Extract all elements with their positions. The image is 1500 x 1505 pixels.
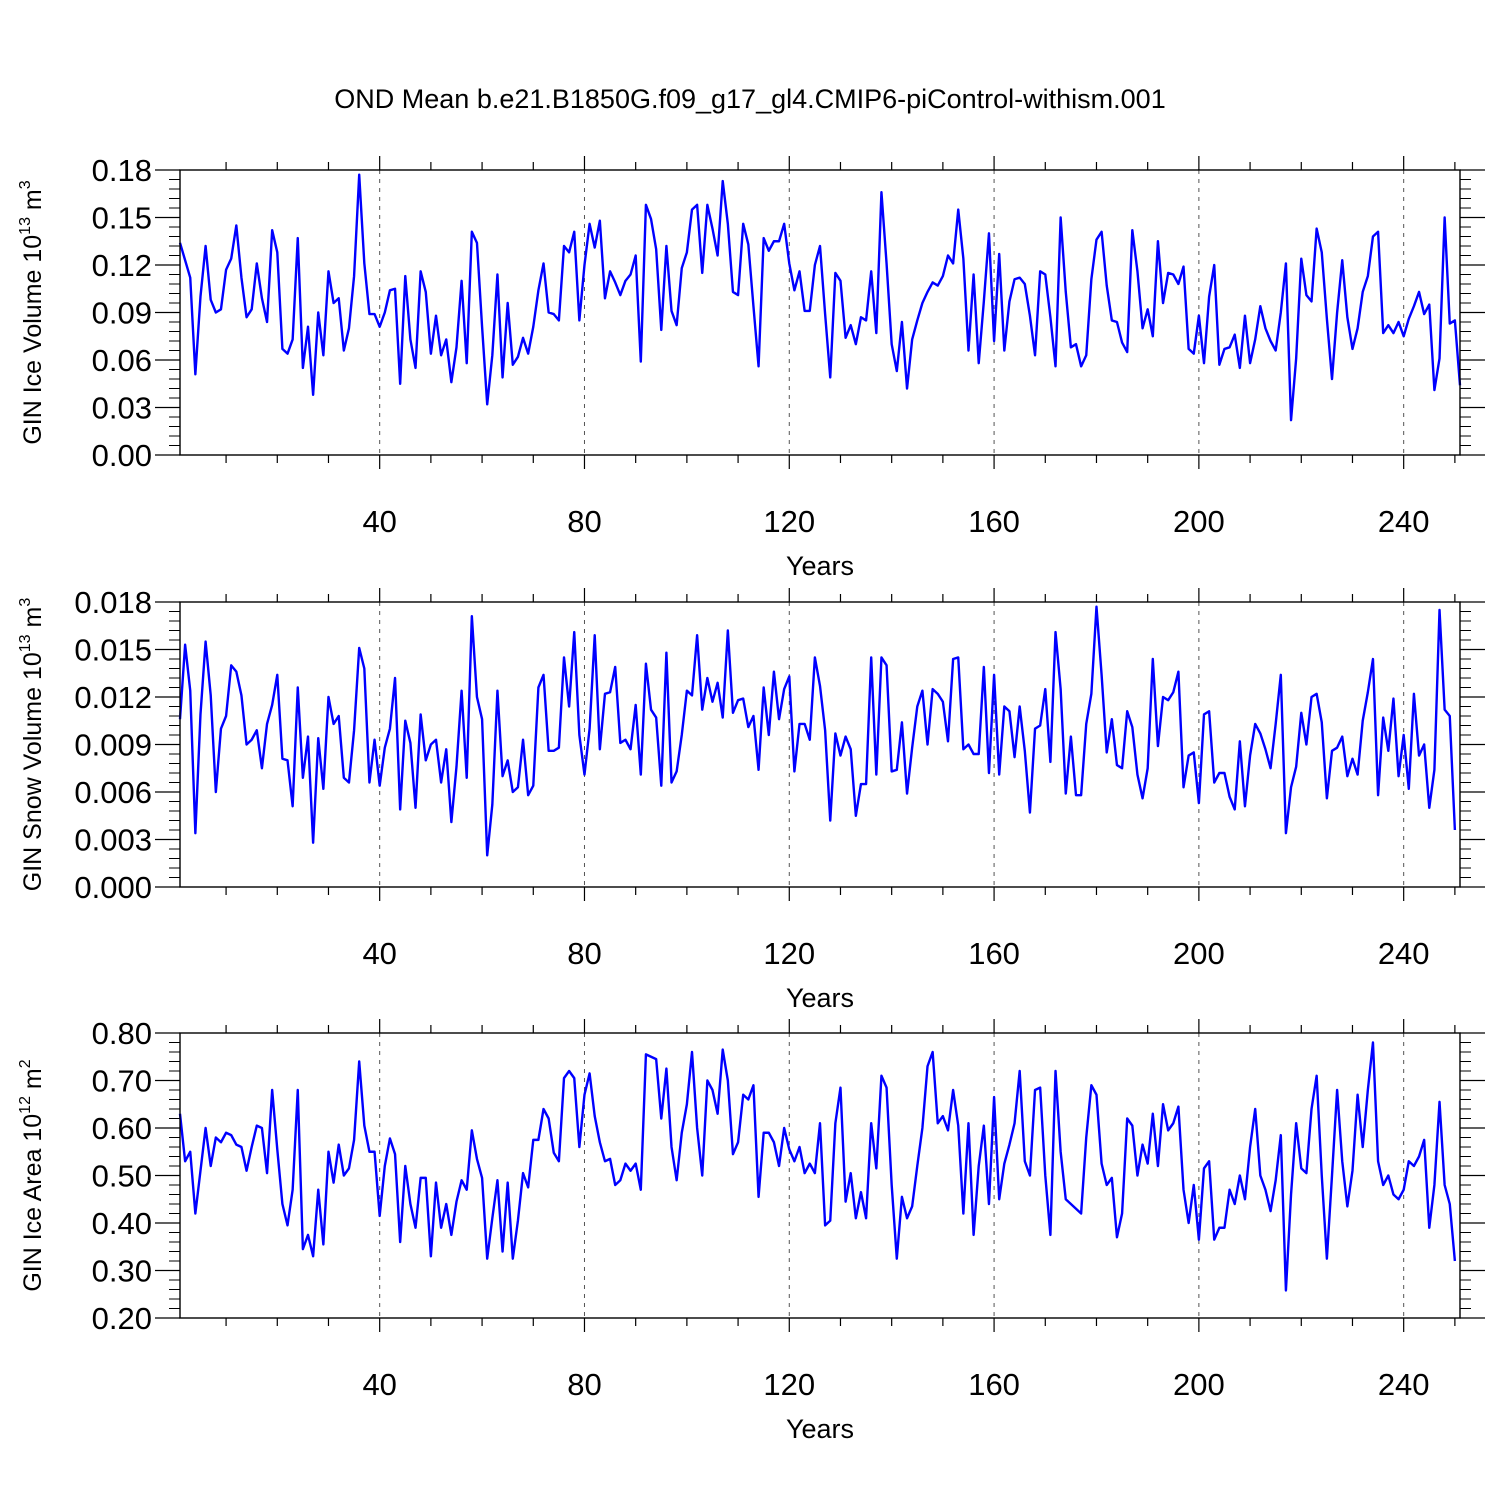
y-axis-label-exponent: 13	[17, 217, 34, 235]
y-tick-label: 0.003	[74, 823, 152, 858]
x-tick-label: 120	[763, 1367, 815, 1402]
series-line	[178, 173, 1462, 422]
x-tick-label: 80	[567, 1367, 601, 1402]
y-tick-label: 0.012	[74, 680, 152, 715]
y-tick-label: 0.03	[92, 391, 152, 426]
x-tick-label: 40	[362, 1367, 396, 1402]
x-axis-label: Years	[786, 551, 854, 581]
y-axis-label-unit-exponent: 2	[17, 1059, 34, 1068]
panel-3: 0.20 0.30 0.40 0.50 0.60 0.70 0.80 40 80 120 160 20…	[17, 1016, 1485, 1444]
y-tick-label: 0.09	[92, 296, 152, 331]
y-tick-label: 0.015	[74, 633, 152, 668]
series-line	[178, 605, 1457, 857]
y-tick-label: 0.00	[92, 438, 152, 473]
y-axis-label-unit: m	[19, 189, 47, 217]
x-tick-label: 120	[763, 936, 815, 971]
y-axis-label-exponent: 12	[17, 1096, 34, 1114]
y-tick-label: 0.20	[92, 1301, 152, 1336]
y-axis-label-base: GIN Snow Volume 10	[19, 652, 47, 891]
x-tick-label: 160	[968, 936, 1020, 971]
y-tick-label: 0.30	[92, 1254, 152, 1289]
x-tick-label: 40	[362, 936, 396, 971]
y-axis-label-unit: m	[19, 1068, 47, 1096]
y-tick-label: 0.06	[92, 343, 152, 378]
x-tick-label: 200	[1173, 1367, 1225, 1402]
x-tick-label: 200	[1173, 504, 1225, 539]
y-axis-label-unit: m	[19, 607, 47, 635]
panel-2: 0.000 0.003 0.006 0.009 0.012 0.015 0.018 40 80 1…	[17, 585, 1485, 1013]
figure-title: OND Mean b.e21.B1850G.f09_g17_gl4.CMIP6-…	[334, 84, 1165, 114]
y-axis-label-exponent: 13	[17, 634, 34, 652]
y-tick-label: 0.15	[92, 201, 152, 236]
plot-frame	[179, 1032, 1461, 1319]
x-tick-label: 40	[362, 504, 396, 539]
y-axis-label-base: GIN Ice Volume 10	[19, 235, 47, 445]
y-tick-label: 0.18	[92, 153, 152, 188]
y-axis-label: GIN Ice Volume 1013 m3	[17, 180, 47, 444]
x-tick-label: 120	[763, 504, 815, 539]
x-tick-label: 240	[1378, 936, 1430, 971]
x-tick-label: 200	[1173, 936, 1225, 971]
y-axis-label: GIN Ice Area 1012 m2	[17, 1059, 47, 1291]
y-tick-label: 0.12	[92, 248, 152, 283]
series-line	[178, 1041, 1457, 1292]
y-tick-label: 0.018	[74, 585, 152, 620]
y-axis-label-base: GIN Ice Area 10	[19, 1114, 47, 1292]
plot-frame	[179, 169, 1461, 456]
y-axis-label-unit-exponent: 3	[17, 180, 34, 189]
x-tick-label: 240	[1378, 1367, 1430, 1402]
plot-frame	[179, 601, 1461, 888]
x-axis-label: Years	[786, 1414, 854, 1444]
x-axis-label: Years	[786, 983, 854, 1013]
y-tick-label: 0.60	[92, 1111, 152, 1146]
x-tick-label: 240	[1378, 504, 1430, 539]
y-tick-label: 0.006	[74, 775, 152, 810]
x-tick-label: 80	[567, 936, 601, 971]
y-tick-label: 0.40	[92, 1206, 152, 1241]
y-tick-label: 0.000	[74, 870, 152, 905]
x-tick-label: 80	[567, 504, 601, 539]
panel-1: 0.00 0.03 0.06 0.09 0.12 0.15 0.18 40 80 120 160 20…	[17, 153, 1485, 581]
y-tick-label: 0.80	[92, 1016, 152, 1051]
y-tick-label: 0.50	[92, 1159, 152, 1194]
y-axis-label: GIN Snow Volume 1013 m3	[17, 598, 47, 892]
x-tick-label: 160	[968, 1367, 1020, 1402]
y-tick-label: 0.009	[74, 728, 152, 763]
y-tick-label: 0.70	[92, 1064, 152, 1099]
x-tick-label: 160	[968, 504, 1020, 539]
y-axis-label-unit-exponent: 3	[17, 598, 34, 607]
